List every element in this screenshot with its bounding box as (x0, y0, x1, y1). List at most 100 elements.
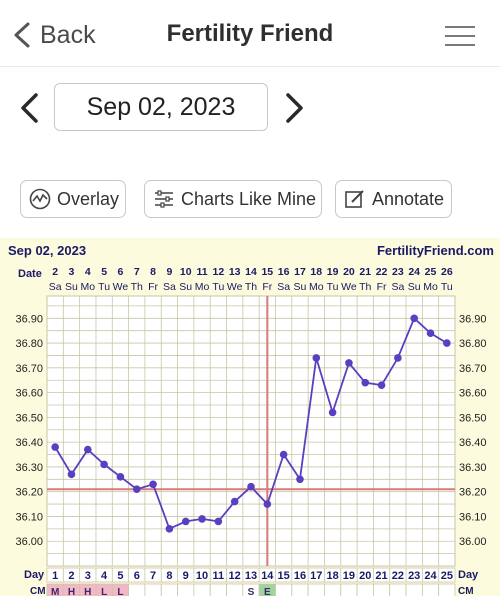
day-number: 14 (261, 570, 274, 582)
temperature-point (312, 354, 321, 362)
date-label: 13 (229, 266, 241, 278)
cm-value: H (84, 587, 91, 596)
annotate-button[interactable]: Annotate (335, 180, 452, 218)
y-tick-label-left: 36.50 (15, 412, 43, 424)
y-tick-label-right: 36.10 (459, 511, 487, 523)
weekday-label: Su (65, 281, 78, 293)
day-number: 21 (375, 570, 387, 582)
day-number: 12 (229, 570, 241, 582)
y-tick-label-right: 36.60 (459, 388, 487, 400)
date-label: 24 (408, 266, 420, 278)
day-number: 5 (117, 570, 123, 582)
weekday-label: Mo (423, 281, 438, 293)
date-label: 18 (310, 266, 322, 278)
weekday-label: Mo (81, 281, 96, 293)
day-number: 13 (245, 570, 257, 582)
cm-value: S (248, 587, 255, 596)
temperature-point (279, 450, 288, 459)
day-number: 10 (196, 570, 208, 582)
y-tick-label-right: 36.70 (459, 363, 487, 375)
chart-brand: FertilityFriend.com (377, 243, 494, 258)
chevron-left-icon[interactable] (18, 92, 42, 124)
temperature-point (426, 329, 435, 337)
cm-cell (193, 583, 211, 599)
cm-cell (275, 583, 293, 599)
chevron-right-icon[interactable] (282, 92, 306, 124)
cm-value: L (117, 587, 123, 596)
weekday-label: Sa (277, 281, 290, 293)
temperature-point (443, 339, 451, 347)
cm-value: E (264, 587, 271, 596)
date-field[interactable]: Sep 02, 2023 (54, 83, 268, 131)
temperature-point (198, 515, 206, 523)
charts-like-mine-button[interactable]: Charts Like Mine (144, 180, 322, 218)
cm-cell (405, 583, 423, 599)
date-label: 10 (180, 266, 192, 278)
cm-cell (340, 583, 358, 599)
day-number: 3 (85, 570, 91, 582)
date-label: 19 (327, 266, 339, 278)
date-label: 17 (294, 266, 306, 278)
temperature-point (361, 378, 370, 387)
weekday-label: Su (179, 281, 192, 293)
date-label: 14 (245, 266, 257, 278)
day-number: 20 (359, 570, 371, 582)
overlay-label: Overlay (57, 188, 120, 209)
date-label: 26 (441, 266, 453, 278)
temperature-point (345, 359, 353, 367)
back-label: Back (40, 20, 96, 49)
weekday-label: Fr (262, 281, 272, 293)
y-tick-label-left: 36.30 (15, 462, 43, 474)
app-title: Fertility Friend (166, 20, 334, 47)
y-tick-label-left: 36.40 (15, 437, 43, 449)
cm-value: L (101, 587, 107, 596)
day-number: 22 (392, 570, 404, 582)
y-tick-label-right: 36.80 (459, 338, 487, 350)
day-number: 25 (441, 570, 453, 582)
day-number: 2 (68, 570, 74, 582)
date-label: 25 (425, 266, 437, 278)
y-tick-label-left: 36.60 (15, 388, 43, 400)
y-tick-label-right: 36.90 (459, 313, 487, 325)
y-tick-label-right: 36.40 (459, 437, 487, 449)
date-label: 12 (213, 266, 225, 278)
overlay-button[interactable]: Overlay (20, 180, 126, 218)
charts-like-mine-label: Charts Like Mine (181, 188, 317, 209)
list-menu-icon[interactable] (445, 26, 475, 46)
date-row-label: Date (18, 268, 42, 280)
cm-value: M (51, 587, 59, 596)
y-tick-label-left: 36.70 (15, 363, 43, 375)
cm-value: H (68, 587, 75, 596)
date-label: 6 (118, 266, 124, 278)
weekday-label: Tu (327, 281, 339, 293)
weekday-label: Th (131, 281, 143, 293)
date-label: 3 (69, 266, 75, 278)
weekday-label: Mo (195, 281, 210, 293)
temperature-point (51, 443, 59, 451)
y-tick-label-right: 36.30 (459, 462, 487, 474)
temperature-point (328, 408, 337, 417)
day-number: 9 (183, 570, 189, 582)
day-number: 16 (294, 570, 306, 582)
cm-cell (160, 583, 178, 599)
day-number: 1 (52, 570, 58, 582)
weekday-label: Tu (212, 281, 224, 293)
temperature-point (394, 354, 402, 362)
day-number: 17 (310, 570, 322, 582)
temperature-point (67, 470, 76, 479)
y-tick-label-left: 36.90 (15, 313, 43, 325)
temperature-point (296, 475, 304, 484)
date-label: 16 (278, 266, 290, 278)
temperature-point (149, 480, 157, 489)
weekday-label: Sa (391, 281, 404, 293)
y-tick-label-left: 36.10 (15, 511, 43, 523)
temperature-point (165, 525, 174, 533)
navigation-bar: Back Fertility Friend (0, 0, 500, 67)
date-label: 11 (196, 266, 207, 278)
date-label: 9 (166, 266, 172, 278)
back-button[interactable]: Back (10, 18, 96, 52)
day-number: 15 (278, 570, 290, 582)
weekday-label: Su (408, 281, 421, 293)
cm-cell (438, 583, 456, 599)
cm-row-label-right: CM (458, 586, 474, 596)
